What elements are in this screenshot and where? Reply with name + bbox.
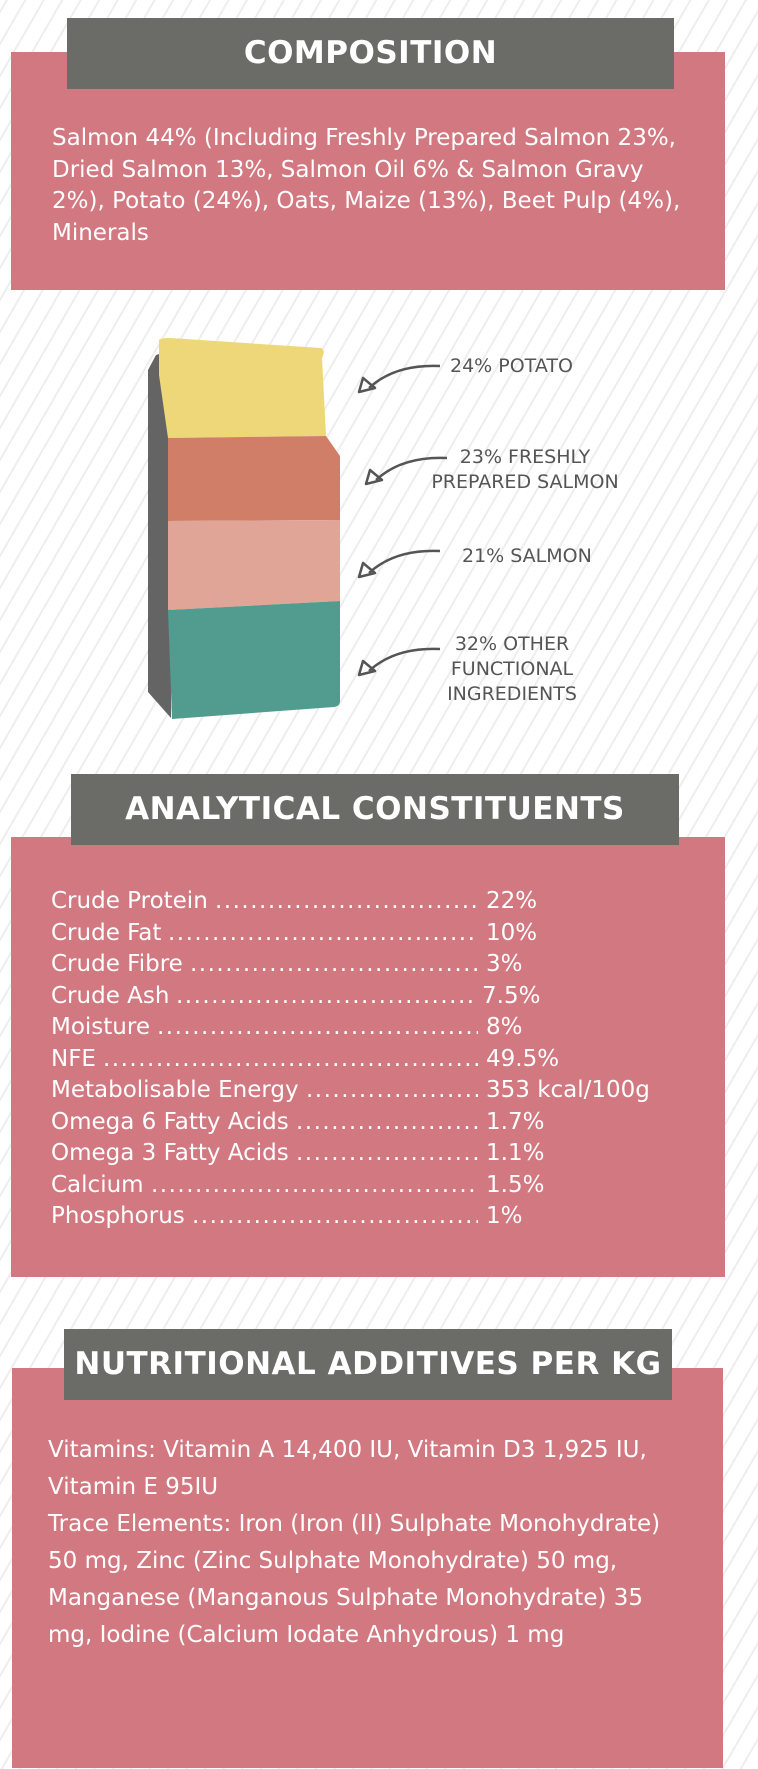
analytical-table: Crude Protein...........................… [51,886,691,1233]
row-label: Omega 3 Fatty Acids [51,1140,289,1166]
bag-layer-freshly-prepared-salmon [168,436,340,521]
composition-text: Salmon 44% (Including Freshly Prepared S… [52,125,681,246]
food-bag-illustration [148,338,340,719]
table-row: Crude Fibre.............................… [51,949,691,981]
arrow-salmon-icon [357,549,441,579]
table-row: Crude Fat...............................… [51,918,691,950]
bag-layer-potato [159,338,326,438]
leader-dots: ........................................… [296,1108,478,1135]
additives-panel [12,1368,723,1768]
arrow-potato-icon [357,364,441,394]
analytical-panel [11,837,725,1277]
bag-label-salmon: 21% SALMON [462,545,592,567]
table-row: Crude Ash...............................… [51,981,691,1013]
leader-dots: ........................................… [190,951,478,977]
bag-label-potato: 24% POTATO [450,355,573,377]
analytical-header: ANALYTICAL CONSTITUENTS [71,774,679,845]
row-value: 353 kcal/100g [486,1077,650,1103]
additives-text: Vitamins: Vitamin A 14,400 IU, Vitamin D… [48,1432,688,1654]
row-value: 1.5% [486,1171,545,1198]
row-value: 22% [486,888,538,914]
arrow-other-ingredients-icon [357,647,441,677]
row-label: Crude Fat [51,919,162,946]
leader-dots: ........................................… [192,1203,478,1229]
table-row: Moisture................................… [51,1012,691,1044]
row-value: 1% [486,1203,523,1229]
row-label: NFE [51,1045,96,1072]
leader-dots: ........................................… [103,1045,478,1072]
row-value: 3% [486,951,523,977]
leader-dots: ........................................… [215,888,478,914]
table-row: Omega 3 Fatty Acids.....................… [51,1138,691,1170]
row-value: 7.5% [482,982,541,1009]
composition-header: COMPOSITION [67,18,674,89]
row-label: Calcium [51,1171,144,1198]
leader-dots: ........................................… [157,1014,478,1040]
leader-dots: ........................................… [151,1171,478,1198]
leader-dots: ........................................… [176,982,474,1009]
bag-label-freshly-prepared-salmon: 23% FRESHLY PREPARED SALMON [431,446,619,493]
composition-panel [11,52,725,290]
row-label: Crude Fibre [51,951,183,977]
leader-dots: ........................................… [296,1140,478,1166]
row-label: Crude Protein [51,888,208,914]
row-label: Omega 6 Fatty Acids [51,1108,289,1135]
leader-dots: ........................................… [306,1077,478,1103]
leader-dots: ........................................… [168,919,478,946]
bag-layer-salmon [168,520,340,610]
table-row: Omega 6 Fatty Acids.....................… [51,1107,691,1139]
bag-side [148,350,171,718]
row-label: Metabolisable Energy [51,1077,299,1103]
table-row: Crude Protein...........................… [51,886,691,918]
row-label: Moisture [51,1014,150,1040]
table-row: Phosphorus..............................… [51,1201,691,1233]
bag-layer-other [168,601,340,719]
row-value: 1.7% [486,1108,545,1135]
table-row: Calcium.................................… [51,1170,691,1202]
row-label: Phosphorus [51,1203,185,1229]
arrow-freshly-prepared-salmon-icon [364,456,448,486]
vitamins-text: Vitamins: Vitamin A 14,400 IU, Vitamin D… [48,1437,647,1500]
table-row: Metabolisable Energy....................… [51,1075,691,1107]
additives-header: NUTRITIONAL ADDITIVES PER KG [64,1329,672,1400]
trace-elements-text: Trace Elements: Iron (Iron (II) Sulphate… [48,1511,661,1648]
row-label: Crude Ash [51,982,170,1009]
row-value: 10% [486,919,538,946]
table-row: NFE.....................................… [51,1044,691,1076]
row-value: 1.1% [486,1140,545,1166]
row-value: 8% [486,1014,523,1040]
bag-label-other-ingredients: 32% OTHER FUNCTIONAL INGREDIENTS [447,633,577,705]
row-value: 49.5% [486,1045,560,1072]
